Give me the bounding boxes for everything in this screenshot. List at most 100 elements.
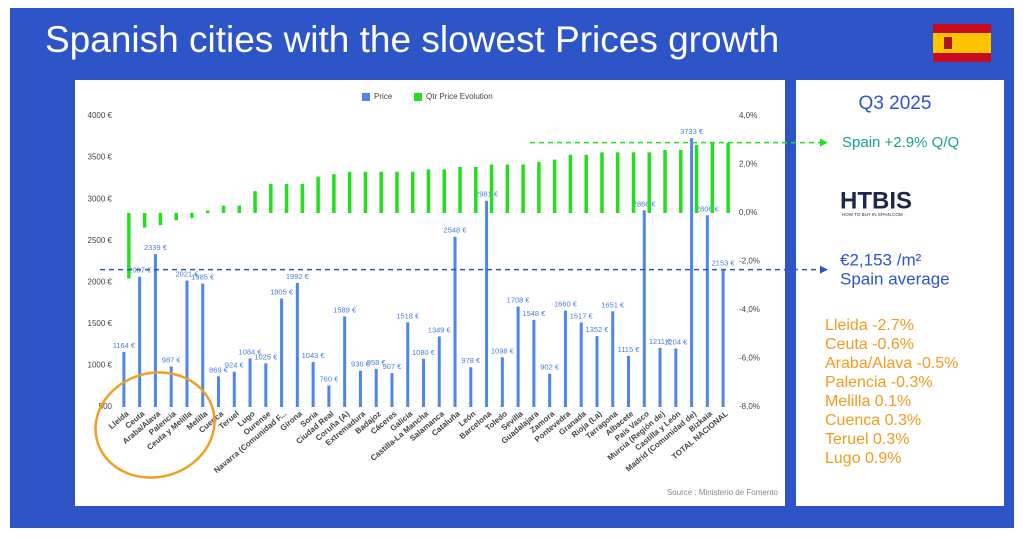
logo: HTBIS	[840, 187, 912, 214]
bar	[615, 152, 620, 213]
value-label: 1164 €	[113, 341, 136, 350]
value-label: 958 €	[367, 358, 387, 367]
value-label: 869 €	[209, 365, 229, 374]
value-label: 1084 €	[239, 347, 263, 356]
y2-tick-label: 0,0%	[739, 208, 757, 217]
bar	[690, 138, 694, 407]
slowest-item: Araba/Alava -0.5%	[825, 355, 958, 372]
bar	[379, 171, 383, 213]
y2-tick-label: -2,0%	[739, 257, 760, 266]
bar	[122, 351, 126, 407]
legend-swatch	[362, 93, 370, 101]
bar	[568, 154, 573, 213]
bar	[710, 142, 715, 213]
bar	[458, 166, 462, 213]
bar	[169, 366, 173, 407]
value-label: 3733 €	[680, 127, 704, 136]
logo-tagline: HOW TO BUY IN SPAIN.COM	[842, 212, 903, 217]
value-label: 1548 €	[522, 309, 546, 318]
flag-yellow	[933, 33, 991, 53]
value-label: 1992 €	[286, 272, 310, 281]
bar	[269, 183, 273, 213]
flag-emblem	[944, 37, 952, 49]
bar	[142, 213, 147, 228]
value-label: 2339 €	[144, 243, 168, 252]
bar	[221, 205, 226, 213]
flag	[933, 24, 991, 62]
bar	[658, 347, 662, 407]
bar	[205, 210, 210, 213]
bar	[442, 169, 447, 213]
value-label: 1349 €	[428, 325, 452, 334]
legend-label: Price	[374, 92, 393, 101]
slowest-item: Lleida -2.7%	[825, 317, 914, 334]
bar	[500, 357, 504, 407]
bar	[185, 280, 189, 407]
bar	[347, 171, 352, 213]
value-label: 2806 €	[696, 204, 720, 213]
bar	[485, 200, 489, 407]
slowest-item: Cuenca 0.3%	[825, 412, 921, 429]
slowest-list: Lleida -2.7% Ceuta -0.6% Araba/Alava -0.5%…	[825, 317, 958, 467]
bar	[138, 276, 142, 407]
value-label: 1805 €	[270, 287, 294, 296]
bar	[426, 169, 431, 213]
bar	[153, 254, 157, 407]
bar	[232, 371, 236, 407]
bar	[705, 215, 709, 407]
bar	[422, 358, 425, 407]
bar	[505, 164, 510, 213]
bar	[611, 311, 615, 407]
bar	[327, 385, 331, 407]
value-label: 1080 €	[412, 348, 436, 357]
bar	[127, 213, 131, 279]
value-label: 1204 €	[664, 337, 688, 346]
y-tick-label: 2000 €	[88, 277, 113, 286]
y-tick-label: 3000 €	[88, 194, 113, 203]
bar	[600, 152, 604, 213]
value-label: 1352 €	[585, 325, 609, 334]
value-label: 936 €	[351, 360, 371, 369]
bar	[579, 322, 583, 407]
bar	[174, 213, 178, 221]
value-label: 1660 €	[554, 300, 578, 309]
bar	[358, 370, 362, 407]
y-tick-label: 2500 €	[88, 236, 113, 245]
bar	[406, 322, 410, 407]
value-label: 987 €	[162, 355, 182, 364]
bar	[332, 174, 336, 213]
bar	[563, 310, 567, 407]
chart-panel	[75, 80, 785, 506]
bar	[721, 269, 725, 407]
bar	[390, 373, 394, 407]
slowest-item: Teruel 0.3%	[825, 431, 910, 448]
value-label: 1518 €	[396, 311, 420, 320]
value-label: 902 €	[540, 363, 560, 372]
bar	[300, 183, 305, 213]
slowest-item: Lugo 0.9%	[825, 450, 902, 467]
bar	[521, 164, 525, 213]
value-label: 2021 €	[175, 270, 199, 279]
bar	[647, 152, 652, 213]
value-label: 1211 €	[649, 337, 672, 346]
bar	[516, 306, 520, 407]
bar	[343, 316, 347, 407]
bar	[395, 171, 399, 213]
y2-tick-label: -6,0%	[739, 354, 760, 363]
y-tick-label: 4000 €	[88, 111, 113, 120]
slowest-item: Ceuta -0.6%	[825, 336, 914, 353]
value-label: 924 €	[225, 361, 245, 370]
y2-tick-label: 4,0%	[739, 111, 757, 120]
bar	[158, 213, 163, 226]
bar	[295, 282, 299, 407]
y-tick-label: 1000 €	[88, 361, 113, 370]
value-label: 1043 €	[302, 351, 326, 360]
value-label: 1115 €	[618, 345, 641, 354]
value-label: 1025 €	[254, 352, 278, 361]
bar	[694, 145, 699, 213]
value-label: 907 €	[383, 362, 403, 371]
bar	[190, 213, 194, 218]
value-label: 2153 €	[712, 259, 736, 268]
bar	[410, 171, 415, 213]
arrow	[820, 265, 828, 274]
